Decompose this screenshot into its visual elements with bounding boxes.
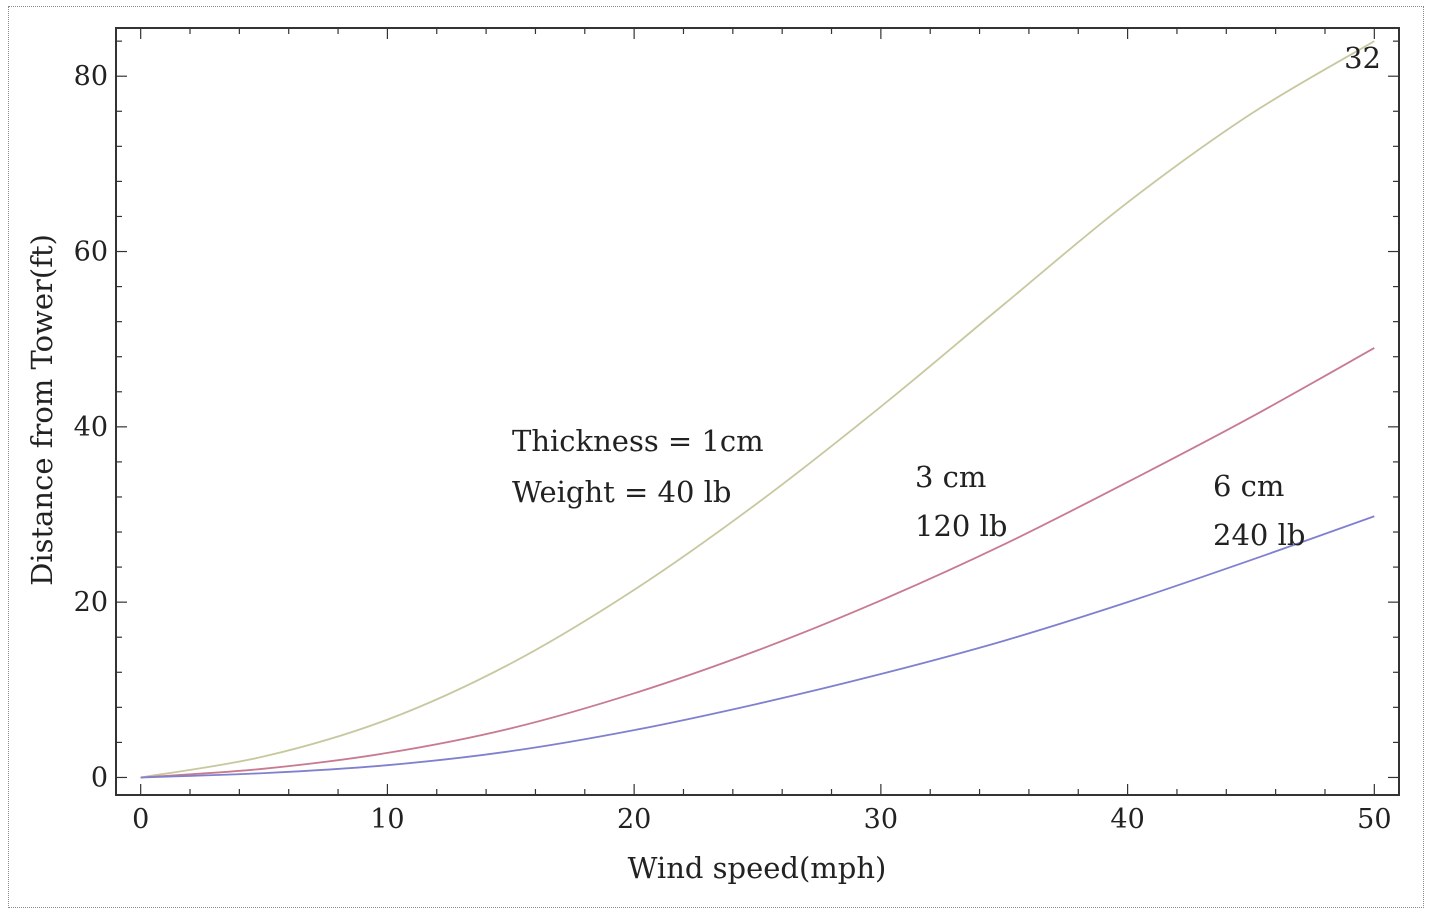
plot-frame xyxy=(115,27,1400,796)
y-tick-label: 60 xyxy=(74,237,108,268)
annotation-6cm-weight: 240 lb xyxy=(1213,518,1305,552)
annotation-3cm-thickness: 3 cm xyxy=(915,460,986,494)
x-tick-label: 20 xyxy=(617,804,651,835)
page-frame xyxy=(8,6,1424,908)
annotation-6cm-thickness: 6 cm xyxy=(1213,469,1284,503)
annotation-1cm-weight: Weight = 40 lb xyxy=(512,475,731,509)
tick-labels: 0 10 20 30 40 50 0 20 40 60 80 xyxy=(74,61,1392,835)
annotation-1cm-thickness: Thickness = 1cm xyxy=(512,424,764,458)
ticks xyxy=(116,28,1399,795)
x-tick-label: 10 xyxy=(370,804,404,835)
page-number: 32 xyxy=(1344,41,1381,75)
series-line-6cm xyxy=(140,515,1375,779)
y-axis-title: Distance from Tower(ft) xyxy=(25,234,59,586)
y-tick-label: 40 xyxy=(74,412,108,443)
x-tick-label: 50 xyxy=(1357,804,1391,835)
y-tick-label: 20 xyxy=(74,587,108,618)
y-tick-label: 0 xyxy=(91,762,108,793)
x-tick-label: 40 xyxy=(1110,804,1144,835)
x-tick-label: 0 xyxy=(132,804,149,835)
annotation-3cm-weight: 120 lb xyxy=(915,509,1007,543)
series-line-3cm xyxy=(140,347,1375,779)
series-line-1cm xyxy=(140,40,1375,779)
x-axis-title: Wind speed(mph) xyxy=(628,851,887,885)
y-tick-label: 80 xyxy=(74,61,108,92)
x-tick-label: 30 xyxy=(864,804,898,835)
series-lines xyxy=(140,40,1375,779)
